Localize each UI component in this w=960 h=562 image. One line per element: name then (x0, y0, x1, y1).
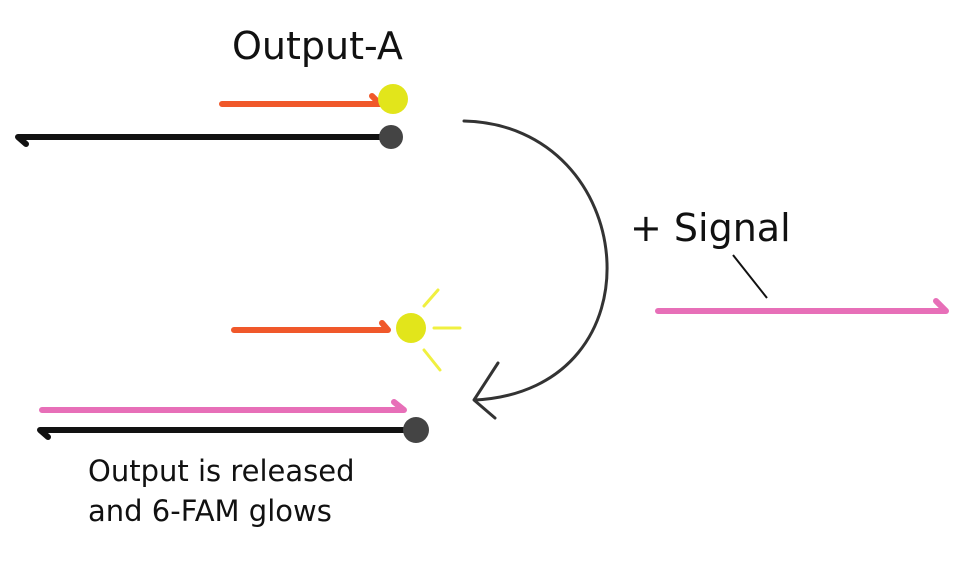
top-fluorophore (378, 84, 408, 114)
reaction-arrow-curve (462, 119, 609, 402)
signal-group (655, 254, 949, 314)
top-output-strand (219, 93, 383, 107)
caption: Output is released and 6-FAM glows (88, 451, 355, 531)
reaction-arrow (462, 119, 609, 420)
output-a-label: Output-A (232, 24, 403, 68)
released-output (231, 288, 462, 372)
signal-strand (655, 298, 949, 314)
caption-line-1: Output is released (88, 454, 355, 488)
top-complex (15, 84, 408, 149)
glow-rays (422, 288, 462, 372)
caption-line-2: and 6-FAM glows (88, 494, 332, 528)
bottom-complex (37, 399, 429, 443)
bottom-signal-strand (39, 399, 407, 413)
glow-ray-down (422, 348, 442, 372)
top-quencher (379, 125, 403, 149)
reaction-arrowhead (472, 361, 500, 420)
bottom-quencher (403, 417, 429, 443)
signal-leader-line (732, 254, 768, 299)
bottom-template-strand (37, 427, 418, 440)
top-template-strand (15, 134, 393, 147)
signal-label: + Signal (630, 206, 791, 250)
glow-ray-up (422, 288, 440, 308)
released-output-strand (231, 320, 391, 333)
glowing-fluorophore (396, 313, 426, 343)
